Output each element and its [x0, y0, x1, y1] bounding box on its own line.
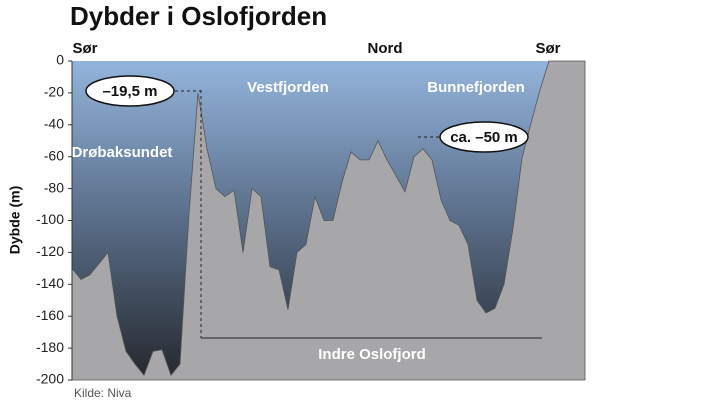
annotation-text: ca. –50 m [450, 129, 518, 146]
y-tick-label: -40 [44, 116, 64, 132]
source: Kilde: Niva [74, 386, 132, 400]
chart-title: Dybder i Oslofjorden [70, 1, 327, 31]
region-label: Indre Oslofjord [318, 346, 426, 363]
annotation-text: –19,5 m [102, 83, 157, 100]
top-label: Nord [368, 40, 403, 57]
terrain-area [71, 60, 586, 381]
y-tick-label: -60 [44, 147, 64, 163]
region-label: Bunnefjorden [427, 79, 525, 96]
y-tick-label: -160 [36, 307, 64, 323]
y-tick-label: -180 [36, 339, 64, 355]
y-tick-label: -120 [36, 243, 64, 259]
y-tick-label: -100 [36, 211, 64, 227]
y-axis-label: Dybde (m) [7, 186, 23, 254]
region-label: Drøbaksundet [72, 144, 173, 161]
annotation-bubble [439, 121, 529, 153]
top-label: Sør [535, 40, 560, 57]
y-tick-label: -80 [44, 179, 64, 195]
y-tick-label: -200 [36, 371, 64, 387]
y-tick-label: -140 [36, 275, 64, 291]
region-label: Vestfjorden [247, 79, 329, 96]
y-tick-label: -20 [44, 84, 64, 100]
y-tick-label: 0 [56, 52, 64, 68]
annotation-bubble [85, 75, 175, 107]
top-label: Sør [72, 40, 97, 57]
